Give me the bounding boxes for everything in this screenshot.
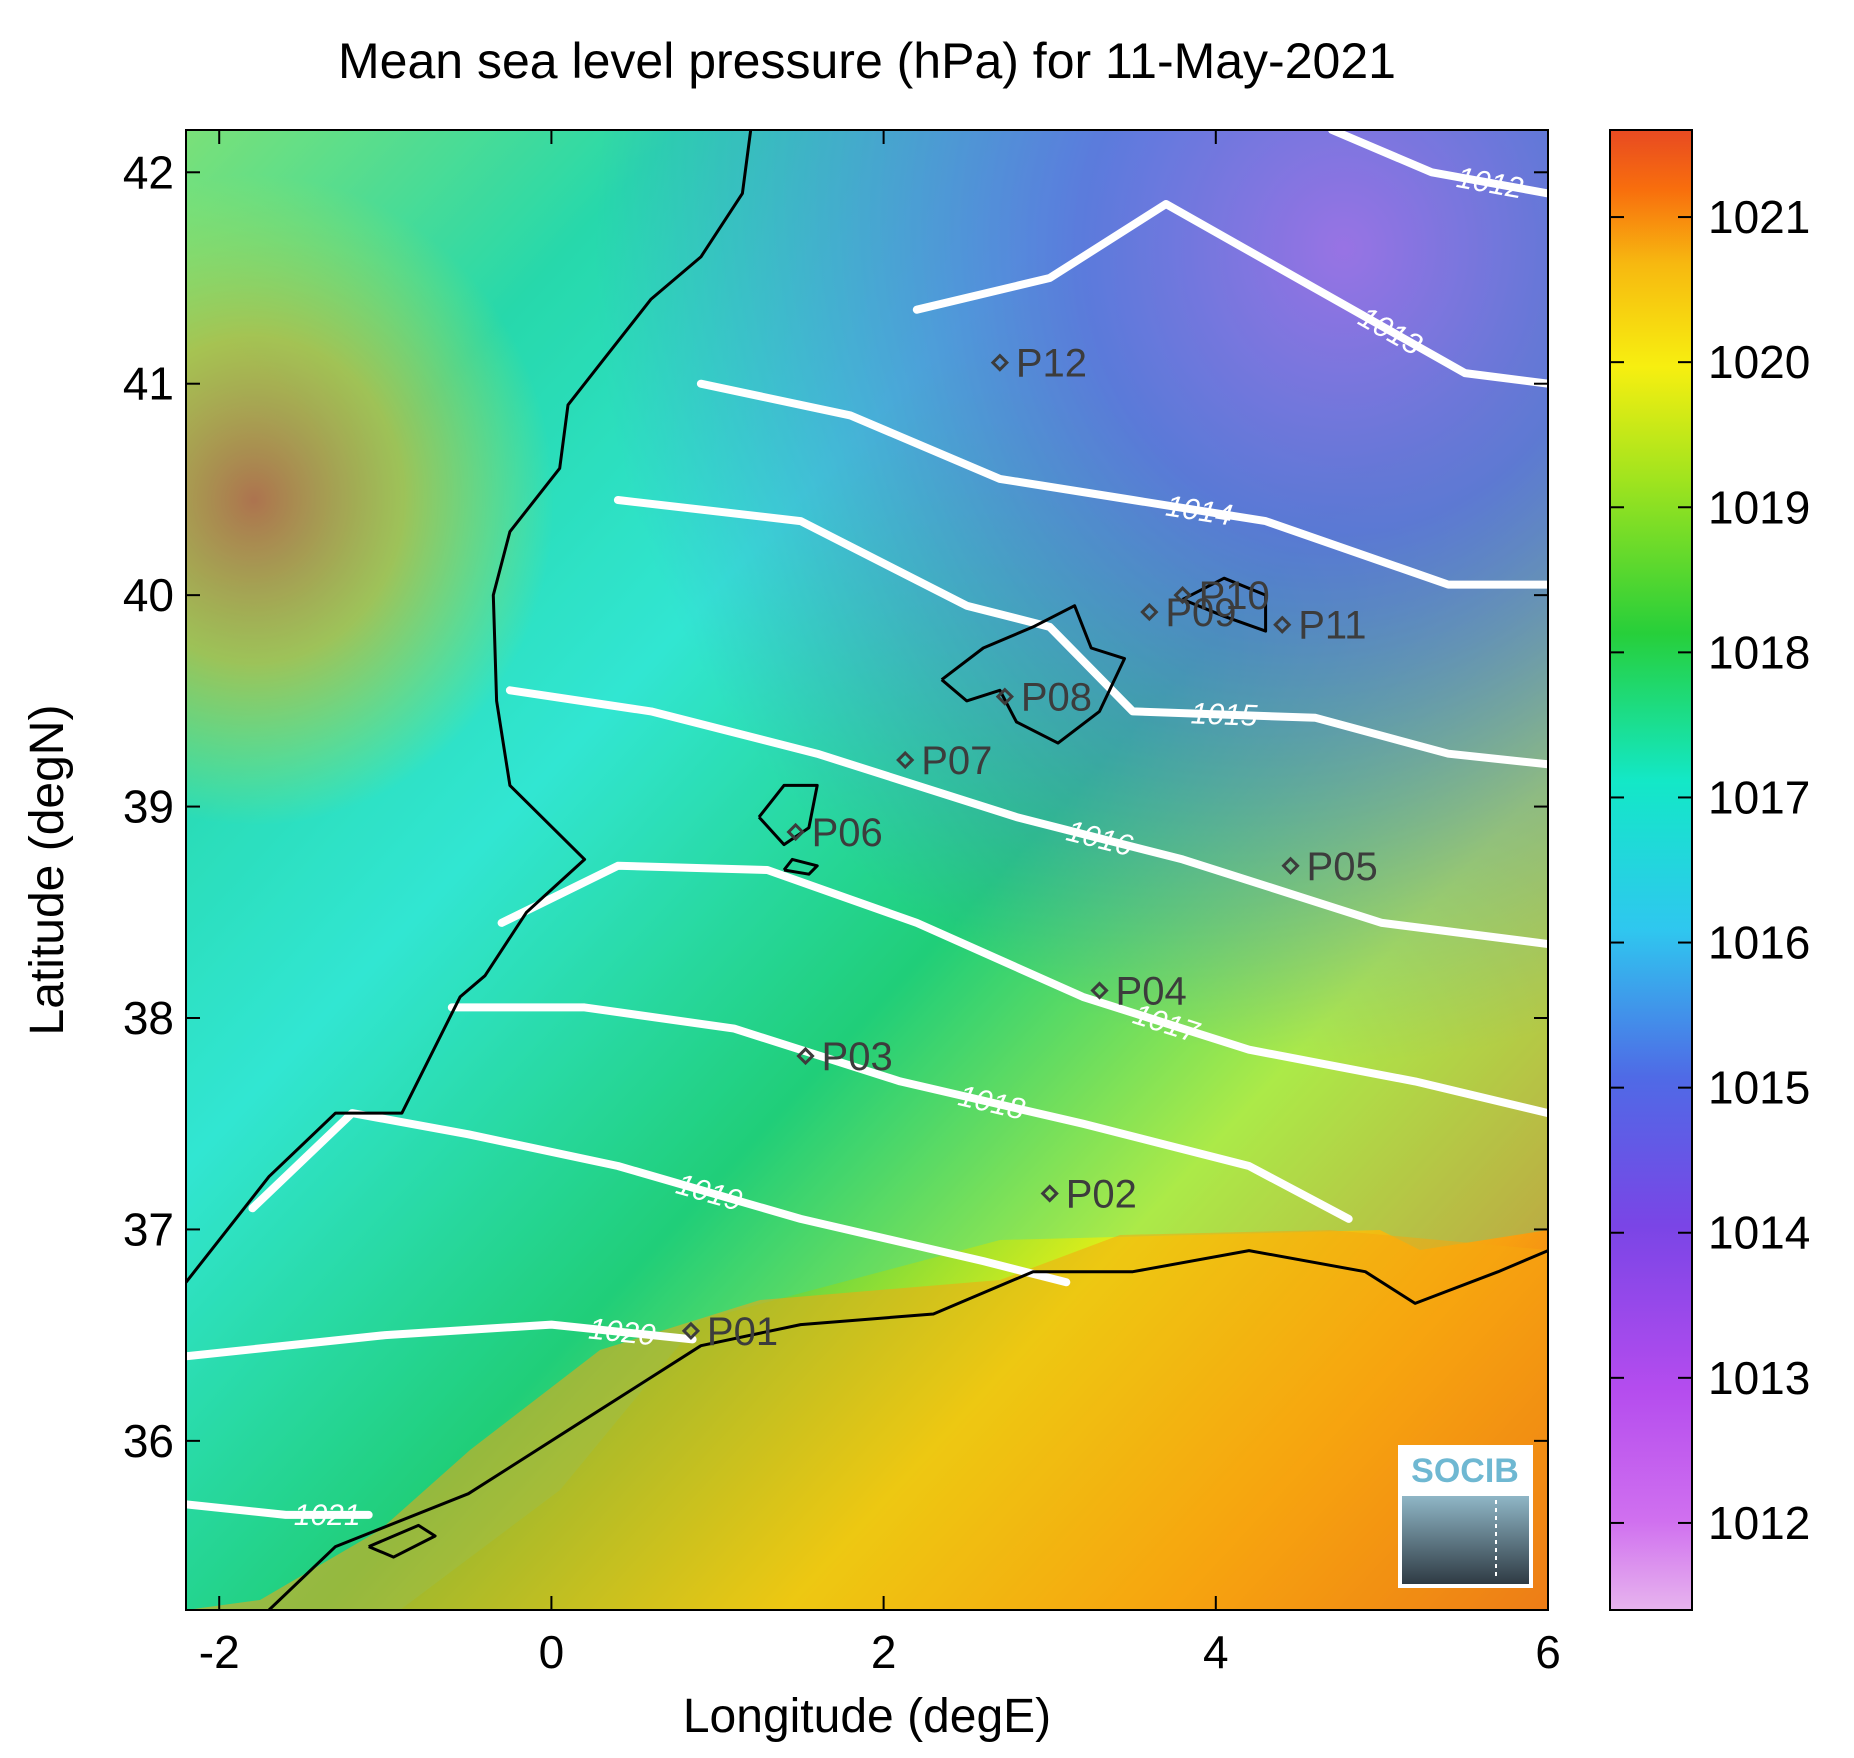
colorbar-tick-label: 1017: [1708, 771, 1810, 823]
station-label-P03: P03: [822, 1035, 893, 1079]
plot-area: 1012101310141015101610171018101910201021…: [186, 130, 1548, 1610]
socib-logo-text: SOCIB: [1411, 1452, 1519, 1490]
island-formentera: [782, 857, 819, 876]
station-marker-P08: [995, 687, 1014, 706]
x-tick-label: 2: [871, 1626, 897, 1678]
station-label-P04: P04: [1116, 970, 1187, 1014]
station-marker-P02: [1040, 1184, 1059, 1203]
island-mallorca: [940, 604, 1126, 745]
x-axis-label: Longitude (degE): [683, 1690, 1051, 1743]
y-tick-label: 38: [123, 992, 174, 1044]
colorbar-tick-label: 1012: [1708, 1497, 1810, 1549]
isobar-1014: [696, 379, 1548, 589]
y-tick-label: 42: [123, 146, 174, 198]
station-label-P06: P06: [812, 811, 883, 855]
island-menorca: [1181, 576, 1268, 633]
colorbar-tick-label: 1019: [1708, 481, 1810, 533]
station-label-P07: P07: [921, 739, 992, 783]
island-alboran: [368, 1523, 437, 1559]
y-axis-label: Latitude (degN): [21, 705, 74, 1036]
station-marker-P05: [1281, 856, 1300, 875]
isobar-1018: [447, 1003, 1353, 1223]
station-marker-P04: [1090, 981, 1109, 1000]
station-marker-P09: [1140, 602, 1159, 622]
isobar-1016: [505, 686, 1548, 948]
station-label-P08: P08: [1021, 676, 1092, 720]
colorbar-tick-label: 1013: [1708, 1352, 1810, 1404]
station-label-P10: P10: [1199, 574, 1270, 618]
station-label-P11: P11: [1298, 604, 1366, 648]
x-tick-label: -2: [199, 1626, 240, 1678]
coastline-iberia: [186, 130, 753, 1284]
isobar-1021: [186, 1500, 373, 1519]
isobar-1012: [1328, 130, 1548, 198]
sea-fill-shape: [186, 130, 1548, 1610]
y-axis-ticks: 36 37 38 39 40 41 42: [123, 146, 1548, 1467]
isobar-label-1020: 1020: [587, 1313, 657, 1353]
station-marker-P11: [1273, 615, 1292, 634]
chart-title: Mean sea level pressure (hPa) for 11-May…: [338, 33, 1396, 89]
colorbar-tick-label: 1016: [1708, 917, 1810, 969]
isobar-label-1021: 1021: [294, 1499, 361, 1532]
x-axis-ticks: -2 0 2 4 6: [199, 130, 1561, 1678]
isobar-1015: [613, 496, 1548, 769]
y-tick-label: 39: [123, 781, 174, 833]
colorbar-tick-label: 1020: [1708, 336, 1810, 388]
x-tick-label: 4: [1203, 1626, 1229, 1678]
colorbar-tick-label: 1014: [1708, 1207, 1810, 1259]
y-tick-label: 41: [123, 358, 174, 410]
isobar-1020: [186, 1320, 697, 1361]
station-marker-P03: [796, 1046, 815, 1066]
station-label-P01: P01: [707, 1310, 778, 1354]
station-label-P02: P02: [1066, 1172, 1137, 1216]
isobar-label-1015: 1015: [1190, 697, 1258, 732]
station-label-P12: P12: [1016, 342, 1087, 386]
station-marker-P10: [1173, 586, 1192, 605]
station-label-P05: P05: [1307, 845, 1378, 889]
plot-frame: [185, 129, 1549, 1611]
x-tick-label: 0: [539, 1626, 565, 1678]
colorbar-ticks: 1012 1013 1014 1015 1016 1017 1018 1019 1020 1021: [1610, 191, 1810, 1549]
station-marker-P06: [786, 822, 805, 842]
coastlines: [186, 130, 1548, 1610]
isobar-1017: [497, 861, 1548, 1118]
colorbar-tick-label: 1018: [1708, 626, 1810, 678]
station-marker-P01: [681, 1321, 701, 1341]
x-tick-label: 6: [1535, 1626, 1561, 1678]
y-tick-label: 36: [123, 1415, 174, 1467]
north-africa-landmass: [186, 1230, 1548, 1610]
y-tick-label: 37: [123, 1203, 174, 1255]
station-marker-P07: [896, 750, 915, 770]
socib-logo: SOCIB: [1398, 1445, 1533, 1588]
isobar-1013: [912, 200, 1548, 388]
station-marker-P12: [990, 353, 1010, 372]
colorbar-tick-label: 1021: [1708, 191, 1810, 243]
coastline-north-africa: [267, 1249, 1548, 1610]
colorbar-tick-label: 1015: [1708, 1062, 1810, 1114]
y-tick-label: 40: [123, 569, 174, 621]
colorbar: [1609, 129, 1693, 1611]
island-ibiza: [757, 783, 819, 847]
